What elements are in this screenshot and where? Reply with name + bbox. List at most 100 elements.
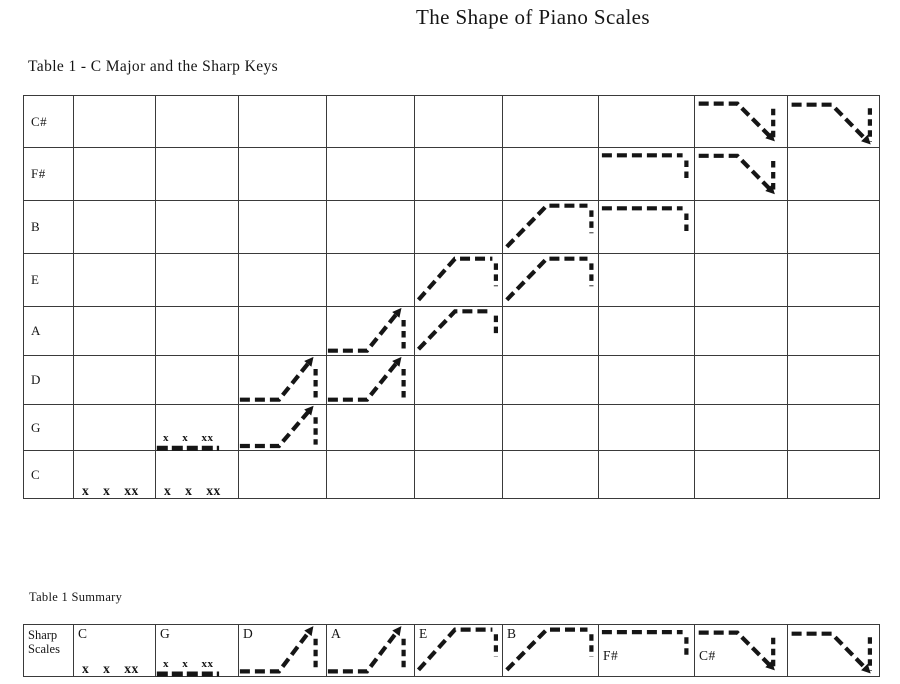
summary-scale-cell: F# <box>599 625 695 677</box>
scale-cell <box>415 201 503 254</box>
scale-cell <box>415 307 503 356</box>
scale-shape-flat-rise <box>327 356 406 402</box>
summary-scale-cell: E <box>415 625 503 677</box>
scale-cell <box>695 96 788 148</box>
scale-shape-flat-long <box>601 153 689 183</box>
row-label-cell: F# <box>24 148 74 201</box>
scale-cell <box>74 148 156 201</box>
scale-cell <box>503 307 599 356</box>
summary-key-label: F# <box>603 647 619 663</box>
shape-arrowhead <box>392 356 402 367</box>
scale-note-marks: x x xx <box>82 661 139 676</box>
scale-cell <box>327 405 415 451</box>
scale-cell <box>599 356 695 405</box>
scale-note-marks: x x xx <box>164 483 221 498</box>
scale-cell <box>74 201 156 254</box>
scale-shape-flat-fall-long <box>791 631 873 674</box>
scale-cell <box>788 307 880 356</box>
scale-cell <box>327 254 415 307</box>
scale-shape-rise-flat <box>505 256 594 302</box>
scale-cell <box>695 451 788 499</box>
table1-heading: Table 1 - C Major and the Sharp Keys <box>28 58 279 75</box>
scale-note-marks: x x xx <box>163 658 214 670</box>
scale-shape-flat-rise <box>239 405 318 449</box>
scale-cell <box>415 148 503 201</box>
scale-shape-marks-underline <box>156 445 220 451</box>
row-label: C <box>31 466 41 482</box>
scale-shape-flat-rise <box>327 626 406 674</box>
scale-cell <box>156 254 239 307</box>
scale-cell <box>503 201 599 254</box>
scale-cell <box>239 451 327 499</box>
scale-cell <box>74 356 156 405</box>
scale-cell <box>503 356 599 405</box>
scale-cell <box>415 96 503 148</box>
summary-heading: Table 1 Summary <box>29 590 123 604</box>
scale-cell <box>156 307 239 356</box>
main-table-row-D: D <box>24 356 880 405</box>
shape-arrowhead <box>392 626 402 637</box>
scale-cell <box>415 451 503 499</box>
summary-key-label: A <box>331 626 342 641</box>
page-title: The Shape of Piano Scales <box>416 5 650 29</box>
summary-scale-cell: D <box>239 625 327 677</box>
summary-scale-cell <box>788 625 880 677</box>
row-label: E <box>31 272 40 287</box>
row-label: D <box>31 372 41 387</box>
shape-arrowhead <box>861 663 871 674</box>
scale-cell <box>156 356 239 405</box>
scale-note-marks: x x xx <box>82 483 139 498</box>
scale-shape-flat-fall <box>698 153 776 195</box>
main-table-row-Fs: F# <box>24 148 880 201</box>
scale-cell <box>503 405 599 451</box>
row-label-cell: B <box>24 201 74 254</box>
row-label: F# <box>31 166 46 181</box>
scale-cell <box>415 356 503 405</box>
summary-key-label: G <box>160 626 171 641</box>
scale-cell <box>599 307 695 356</box>
scale-cell <box>788 201 880 254</box>
scale-cell <box>599 96 695 148</box>
row-label: A <box>31 323 41 338</box>
scale-shape-flat-fall-long <box>791 102 873 145</box>
summary-key-label: C <box>78 626 88 641</box>
scale-cell <box>327 356 415 405</box>
scale-shape-rise-flat <box>416 256 499 302</box>
scale-cell <box>239 405 327 451</box>
scale-cell <box>74 254 156 307</box>
scale-cell <box>788 405 880 451</box>
scale-cell <box>239 307 327 356</box>
summary-header-line: Scales <box>28 642 60 656</box>
scale-cell <box>327 307 415 356</box>
scale-cell <box>695 405 788 451</box>
scale-cell <box>788 148 880 201</box>
summary-key-label: B <box>507 626 517 641</box>
scale-cell <box>239 356 327 405</box>
scale-shape-marks-underline <box>156 671 220 677</box>
scale-cell <box>239 201 327 254</box>
scale-cell: x x xx <box>156 451 239 499</box>
scale-shape-flat-rise <box>327 307 406 353</box>
row-label-cell: E <box>24 254 74 307</box>
main-table-row-E: E <box>24 254 880 307</box>
shape-arrowhead <box>861 134 871 145</box>
scale-shape-flat-fall <box>698 101 776 142</box>
scale-cell <box>327 96 415 148</box>
row-label: B <box>31 219 41 234</box>
main-table-row-A: A <box>24 307 880 356</box>
scale-cell <box>239 96 327 148</box>
scale-cell <box>74 405 156 451</box>
scale-shape-flat-fall <box>698 630 776 671</box>
scale-cell <box>695 356 788 405</box>
scale-cell: x x xx <box>74 451 156 499</box>
summary-header-cell: Sharp Scales <box>24 625 74 677</box>
scale-cell <box>415 254 503 307</box>
row-label-cell: C# <box>24 96 74 148</box>
scale-shape-rise-flat <box>505 627 594 672</box>
